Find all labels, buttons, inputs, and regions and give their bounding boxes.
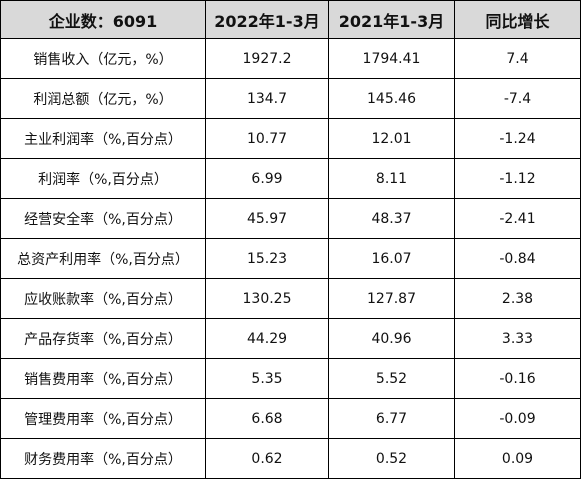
value-2021: 6.77 bbox=[328, 398, 455, 439]
header-2021-q1: 2021年1-3月 bbox=[328, 0, 455, 39]
table-row: 应收账款率（%,百分点） 130.25 127.87 2.38 bbox=[0, 278, 581, 319]
header-2022-q1: 2022年1-3月 bbox=[205, 0, 329, 39]
row-label: 产品存货率（%,百分点） bbox=[0, 318, 206, 359]
row-label: 总资产利用率（%,百分点） bbox=[0, 238, 206, 279]
value-2021: 40.96 bbox=[328, 318, 455, 359]
value-growth: 7.4 bbox=[454, 38, 581, 79]
table-row: 财务费用率（%,百分点） 0.62 0.52 0.09 bbox=[0, 438, 581, 479]
table-row: 主业利润率（%,百分点） 10.77 12.01 -1.24 bbox=[0, 118, 581, 159]
row-label: 应收账款率（%,百分点） bbox=[0, 278, 206, 319]
value-growth: -7.4 bbox=[454, 78, 581, 119]
table-row: 产品存货率（%,百分点） 44.29 40.96 3.33 bbox=[0, 318, 581, 359]
row-label: 经营安全率（%,百分点） bbox=[0, 198, 206, 239]
table-row: 销售费用率（%,百分点） 5.35 5.52 -0.16 bbox=[0, 358, 581, 399]
table-row: 管理费用率（%,百分点） 6.68 6.77 -0.09 bbox=[0, 398, 581, 439]
value-2021: 8.11 bbox=[328, 158, 455, 199]
value-growth: -0.84 bbox=[454, 238, 581, 279]
header-enterprise-count: 企业数：6091 bbox=[0, 0, 206, 39]
value-2021: 48.37 bbox=[328, 198, 455, 239]
table-row: 利润总额（亿元，%） 134.7 145.46 -7.4 bbox=[0, 78, 581, 119]
value-2021: 145.46 bbox=[328, 78, 455, 119]
value-growth: 0.09 bbox=[454, 438, 581, 479]
value-growth: -0.16 bbox=[454, 358, 581, 399]
value-growth: -1.24 bbox=[454, 118, 581, 159]
row-label: 主业利润率（%,百分点） bbox=[0, 118, 206, 159]
row-label: 利润总额（亿元，%） bbox=[0, 78, 206, 119]
value-2022: 44.29 bbox=[205, 318, 329, 359]
value-2021: 12.01 bbox=[328, 118, 455, 159]
value-2022: 5.35 bbox=[205, 358, 329, 399]
value-2021: 127.87 bbox=[328, 278, 455, 319]
value-growth: 3.33 bbox=[454, 318, 581, 359]
value-2022: 15.23 bbox=[205, 238, 329, 279]
value-2022: 134.7 bbox=[205, 78, 329, 119]
value-2021: 0.52 bbox=[328, 438, 455, 479]
value-growth: -2.41 bbox=[454, 198, 581, 239]
value-2021: 5.52 bbox=[328, 358, 455, 399]
value-2022: 1927.2 bbox=[205, 38, 329, 79]
value-2022: 10.77 bbox=[205, 118, 329, 159]
value-2022: 45.97 bbox=[205, 198, 329, 239]
table-row: 销售收入（亿元，%） 1927.2 1794.41 7.4 bbox=[0, 38, 581, 79]
value-2022: 6.68 bbox=[205, 398, 329, 439]
value-2022: 130.25 bbox=[205, 278, 329, 319]
header-row: 企业数：6091 2022年1-3月 2021年1-3月 同比增长 bbox=[0, 0, 581, 39]
header-yoy-growth: 同比增长 bbox=[454, 0, 581, 39]
value-2022: 6.99 bbox=[205, 158, 329, 199]
table-row: 利润率（%,百分点） 6.99 8.11 -1.12 bbox=[0, 158, 581, 199]
row-label: 财务费用率（%,百分点） bbox=[0, 438, 206, 479]
value-growth: -0.09 bbox=[454, 398, 581, 439]
table-row: 经营安全率（%,百分点） 45.97 48.37 -2.41 bbox=[0, 198, 581, 239]
value-growth: 2.38 bbox=[454, 278, 581, 319]
value-growth: -1.12 bbox=[454, 158, 581, 199]
value-2021: 1794.41 bbox=[328, 38, 455, 79]
value-2022: 0.62 bbox=[205, 438, 329, 479]
row-label: 管理费用率（%,百分点） bbox=[0, 398, 206, 439]
table-row: 总资产利用率（%,百分点） 15.23 16.07 -0.84 bbox=[0, 238, 581, 279]
row-label: 销售费用率（%,百分点） bbox=[0, 358, 206, 399]
row-label: 利润率（%,百分点） bbox=[0, 158, 206, 199]
value-2021: 16.07 bbox=[328, 238, 455, 279]
row-label: 销售收入（亿元，%） bbox=[0, 38, 206, 79]
